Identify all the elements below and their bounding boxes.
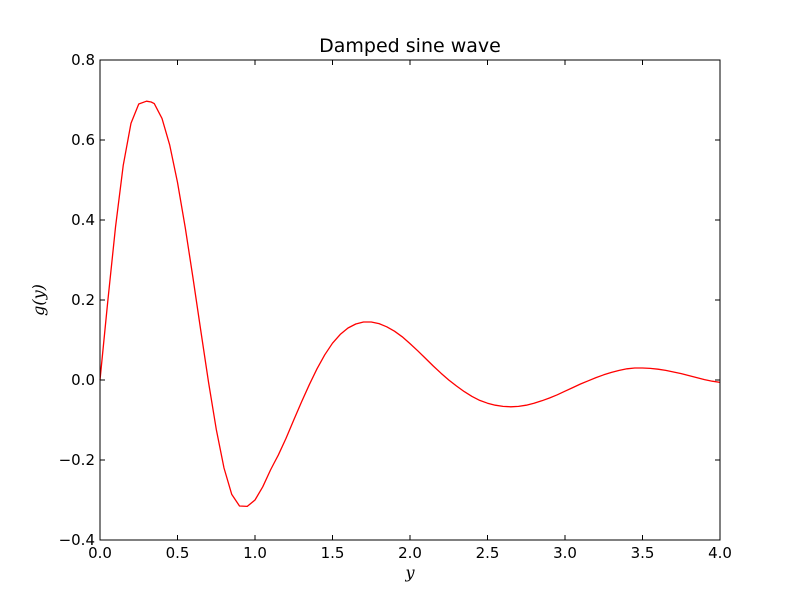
x-tick-label: 2.0 xyxy=(398,544,422,562)
y-tick-label: 0.2 xyxy=(71,291,95,309)
y-axis-label: g(y) xyxy=(29,284,48,316)
x-tick-label: 3.0 xyxy=(553,544,577,562)
series-line-0 xyxy=(99,100,721,508)
plot-area: 0.0 0.5 1.0 1.5 2.0 2.5 3.0 3.5 4.0 −0.4 −0.2 0.0 0.… xyxy=(59,51,732,562)
chart-title: Damped sine wave xyxy=(319,35,501,57)
x-tick-label: 0.0 xyxy=(88,544,112,562)
y-tick-label: −0.2 xyxy=(59,451,95,469)
x-tick-label: 4.0 xyxy=(708,544,732,562)
x-tick-label: 3.5 xyxy=(631,544,655,562)
y-tick-label: −0.4 xyxy=(59,531,95,549)
x-axis-label: y xyxy=(404,563,415,582)
y-tick-label: 0.4 xyxy=(71,211,95,229)
x-tick-label: 2.5 xyxy=(476,544,500,562)
y-tick-label: 0.6 xyxy=(71,131,95,149)
y-tick-label: 0.8 xyxy=(71,51,95,69)
y-tick-label: 0.0 xyxy=(71,371,95,389)
x-tick-label: 1.0 xyxy=(243,544,267,562)
x-tick-label: 1.5 xyxy=(321,544,345,562)
x-tick-label: 0.5 xyxy=(166,544,190,562)
